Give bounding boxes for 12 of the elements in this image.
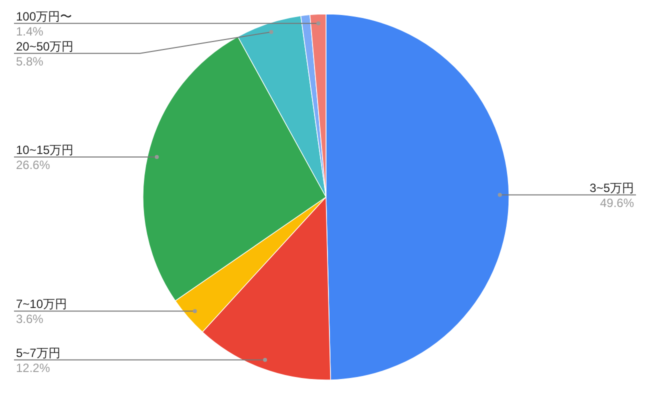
data-label: 5.8% bbox=[16, 54, 44, 68]
slice-label: 20~50万円 bbox=[16, 39, 74, 54]
slice-label: 100万円〜 bbox=[16, 9, 72, 24]
data-label: 1.4% bbox=[16, 24, 44, 38]
data-label: 49.6% bbox=[600, 196, 634, 210]
slice-label: 5~7万円 bbox=[16, 346, 60, 360]
data-label: 3.6% bbox=[16, 312, 44, 326]
slice-label: 3~5万円 bbox=[590, 180, 634, 195]
data-label: 12.2% bbox=[16, 360, 50, 375]
slice-label: 7~10万円 bbox=[16, 297, 68, 312]
data-label: 26.6% bbox=[16, 158, 50, 172]
slice-label: 10~15万円 bbox=[16, 142, 74, 157]
